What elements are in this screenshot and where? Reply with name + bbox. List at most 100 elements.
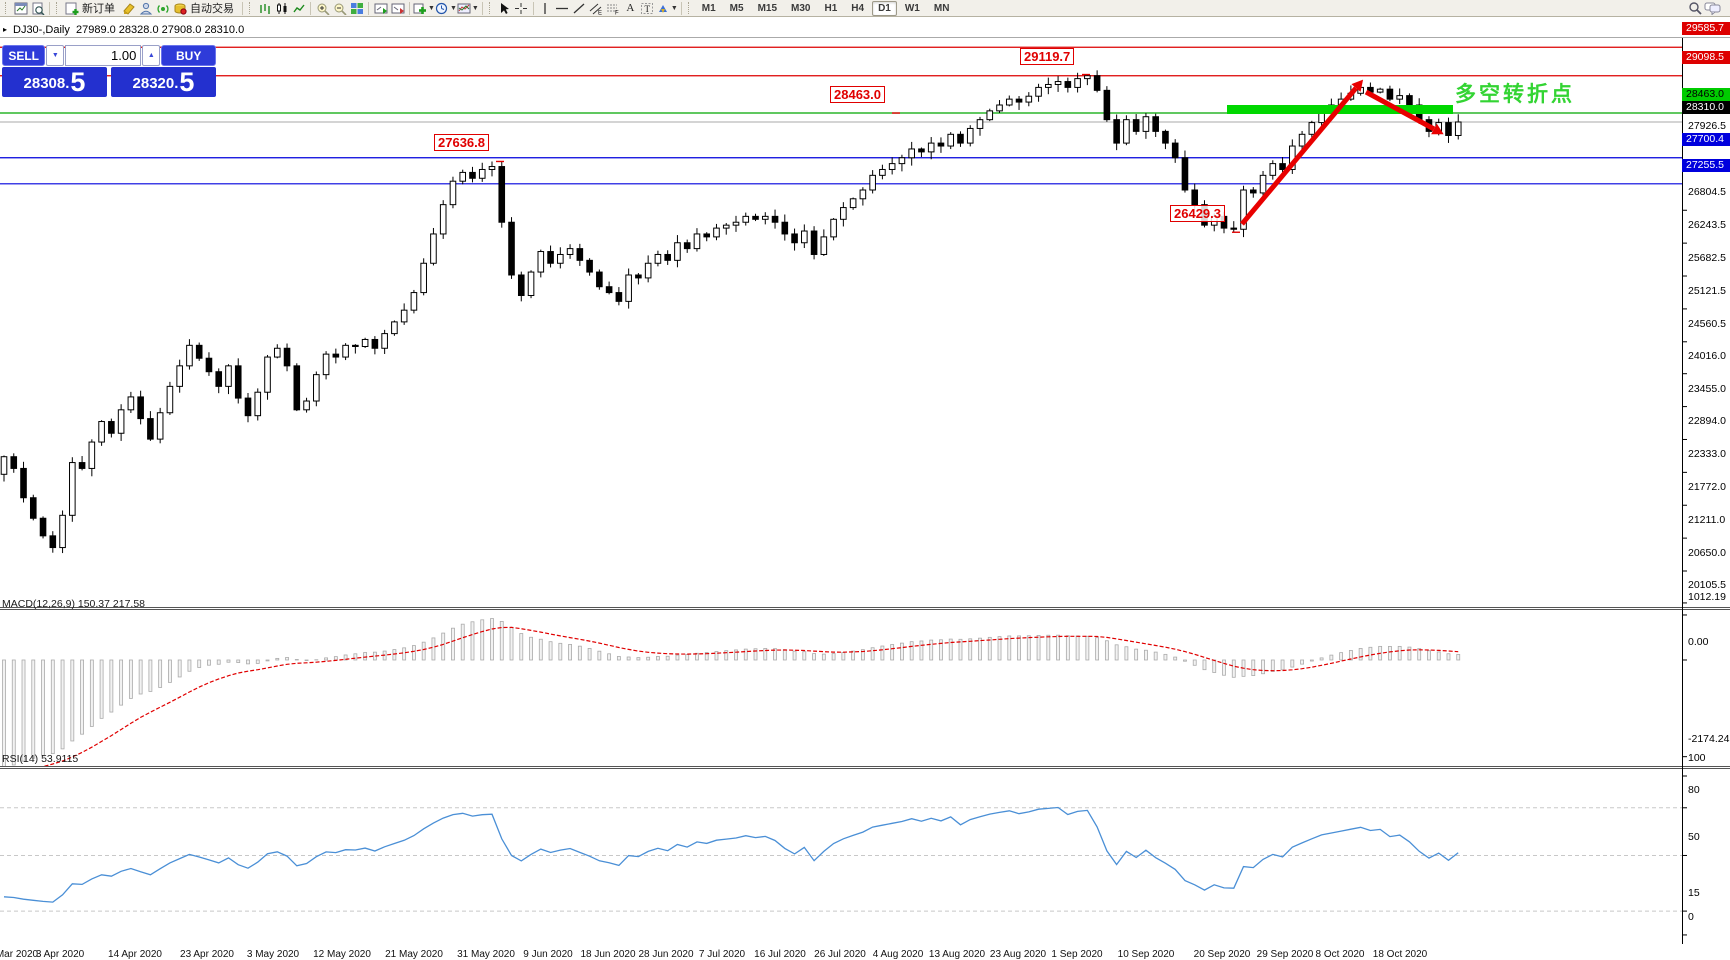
price-label-box-27636.8[interactable]: 27636.8 — [434, 134, 489, 151]
timeframe-button-h1[interactable]: H1 — [818, 1, 843, 16]
chevron-down-icon: ▼ — [450, 5, 457, 12]
auto-trading-button[interactable]: 自动交易 — [171, 1, 239, 16]
volume-decrease-button[interactable]: ▼ — [46, 45, 64, 66]
timeframe-button-d1[interactable]: D1 — [872, 1, 897, 16]
toolbar-grip[interactable] — [56, 2, 60, 14]
date-axis-label: 18 Oct 2020 — [1373, 949, 1427, 960]
date-axis-label: 28 Jun 2020 — [638, 949, 693, 960]
candles — [1, 70, 1461, 553]
new-indicator-window-icon[interactable] — [372, 1, 389, 16]
vertical-line-tool-icon[interactable] — [537, 1, 554, 16]
date-axis-label: 8 Oct 2020 — [1316, 949, 1365, 960]
zoom-out-icon[interactable] — [331, 1, 348, 16]
new-chart-icon[interactable] — [12, 1, 29, 16]
date-axis-label: 21 May 2020 — [385, 949, 443, 960]
highlighter-icon[interactable] — [120, 1, 137, 16]
price-label-box-26429.3[interactable]: 26429.3 — [1170, 205, 1225, 222]
toolbar-grip[interactable] — [489, 2, 493, 14]
tile-windows-icon[interactable] — [348, 1, 365, 16]
price-axis-tick: 20650.0 — [1688, 547, 1726, 559]
price-axis-tick: 25682.5 — [1688, 252, 1726, 264]
buy-price-display[interactable]: 28320.5 — [111, 67, 216, 97]
new-order-button[interactable]: 新订单 — [63, 1, 120, 16]
toolbar-separator — [242, 2, 243, 15]
macd-indicator-label: MACD(12,26,9) 150.37 217.58 — [2, 598, 145, 610]
toolbar-grip[interactable] — [5, 2, 9, 14]
macd-axis-tick: 0.00 — [1688, 636, 1708, 648]
volume-input[interactable] — [65, 45, 141, 66]
toolbar-separator — [368, 2, 369, 15]
price-axis-tick: 23455.0 — [1688, 383, 1726, 395]
toolbar-separator — [681, 2, 682, 15]
date-axis-label: 16 Jul 2020 — [754, 949, 806, 960]
arrows-tool-icon[interactable]: ▼ — [656, 1, 678, 16]
chevron-down-icon: ▼ — [428, 5, 435, 12]
toolbar-grip[interactable] — [249, 2, 253, 14]
price-axis-tick: 22333.0 — [1688, 448, 1726, 460]
print-preview-icon[interactable] — [29, 1, 46, 16]
new-order-label: 新订单 — [79, 0, 118, 16]
chat-icon[interactable] — [1704, 1, 1722, 16]
buy-button[interactable]: BUY — [161, 45, 216, 66]
price-axis-label-27255.5: 27255.5 — [1682, 159, 1730, 172]
add-indicator-icon[interactable]: ▼ — [413, 1, 435, 16]
date-axis-label: 23 Apr 2020 — [180, 949, 234, 960]
line-chart-mode-icon[interactable] — [290, 1, 307, 16]
price-label-box-29119.7[interactable]: 29119.7 — [1020, 48, 1074, 65]
sell-price-main: 28308 — [24, 72, 66, 96]
date-axis-label: 26 Jul 2020 — [814, 949, 866, 960]
horizontal-line-tool-icon[interactable] — [554, 1, 571, 16]
horizontal-line-objects — [0, 47, 1682, 184]
volume-increase-button[interactable]: ▲ — [142, 45, 160, 66]
price-axis-tick: 21211.0 — [1688, 514, 1725, 526]
signals-icon[interactable] — [154, 1, 171, 16]
chart-template-icon[interactable]: ▼ — [457, 1, 479, 16]
indicator-list-icon[interactable] — [389, 1, 406, 16]
date-axis-label: 4 Aug 2020 — [873, 949, 924, 960]
trendline-tool-icon[interactable] — [571, 1, 588, 16]
turning-point-annotation[interactable]: 多空转折点 — [1455, 78, 1575, 108]
date-axis-label: 18 Jun 2020 — [580, 949, 635, 960]
date-axis-label: 29 Sep 2020 — [1257, 949, 1314, 960]
timeframe-button-h4[interactable]: H4 — [845, 1, 870, 16]
sell-price-display[interactable]: 28308.5 — [2, 67, 107, 97]
timeframe-button-w1[interactable]: W1 — [899, 1, 926, 16]
search-icon[interactable] — [1687, 1, 1704, 16]
bar-chart-mode-icon[interactable] — [256, 1, 273, 16]
timeframe-button-m15[interactable]: M15 — [752, 1, 783, 16]
cursor-tool-icon[interactable] — [496, 1, 513, 16]
community-profile-icon[interactable] — [137, 1, 154, 16]
price-axis-tick: 24016.0 — [1688, 350, 1726, 362]
sell-button[interactable]: SELL — [2, 45, 45, 66]
chart-window: ▸ DJ30-,Daily 27989.0 28328.0 27908.0 28… — [0, 18, 1730, 944]
timeframe-button-mn[interactable]: MN — [928, 1, 956, 16]
timeframe-button-m30[interactable]: M30 — [785, 1, 816, 16]
text-label-tool-icon[interactable]: T — [639, 1, 656, 16]
toolbar-grip[interactable] — [688, 2, 692, 14]
text-tool-icon[interactable]: A — [622, 1, 639, 16]
price-axis-label-27700.4: 27700.4 — [1682, 133, 1730, 146]
chart-ohlc-values: 27989.0 28328.0 27908.0 28310.0 — [76, 24, 244, 36]
period-selector-icon[interactable]: ▼ — [435, 1, 457, 16]
auto-trading-label: 自动交易 — [187, 0, 237, 16]
fibonacci-tool-icon[interactable]: F — [605, 1, 622, 16]
one-click-trading-panel: SELL ▼ ▲ BUY 28308.5 28320.5 — [2, 45, 216, 97]
chevron-down-icon: ▼ — [671, 5, 678, 12]
buy-price-big-digit: 5 — [179, 69, 194, 96]
price-label-box-28463.0[interactable]: 28463.0 — [830, 86, 885, 103]
channel-tool-icon[interactable]: E — [588, 1, 605, 16]
date-axis-label: 23 Aug 2020 — [990, 949, 1046, 960]
timeframe-button-m1[interactable]: M1 — [696, 1, 722, 16]
rsi-pane — [0, 808, 1682, 912]
candlestick-mode-icon[interactable] — [273, 1, 290, 16]
sell-price-big-digit: 5 — [70, 69, 85, 96]
date-axis-label: 20 Sep 2020 — [1194, 949, 1251, 960]
crosshair-tool-icon[interactable] — [513, 1, 530, 16]
price-axis-label-29585.7: 29585.7 — [1682, 22, 1730, 35]
timeframe-button-m5[interactable]: M5 — [724, 1, 750, 16]
buy-price-main: 28320 — [133, 72, 175, 96]
zoom-in-icon[interactable] — [314, 1, 331, 16]
collapse-arrow-icon[interactable]: ▸ — [3, 25, 7, 34]
price-chart-canvas[interactable] — [0, 18, 1730, 944]
